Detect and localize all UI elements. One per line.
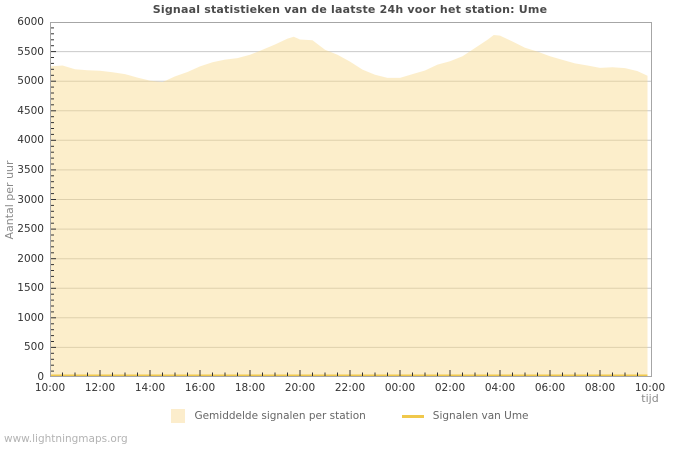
y-tick-label: 1000	[17, 311, 44, 324]
x-tick-label: 00:00	[384, 382, 416, 394]
y-axis-title: Aantal per uur	[3, 160, 16, 240]
plot-border	[50, 22, 652, 377]
legend-label-average: Gemiddelde signalen per station	[194, 410, 366, 422]
x-tick-label: 16:00	[184, 382, 216, 394]
y-tick-label: 3500	[17, 163, 44, 176]
area-series-average-signals	[50, 35, 648, 377]
x-tick-label: 10:00	[34, 382, 66, 394]
y-tick-label: 5000	[17, 75, 44, 88]
line-swatch-icon	[401, 414, 424, 418]
y-tick-label: 1500	[17, 282, 44, 295]
x-tick-label: 10:00	[634, 382, 666, 394]
watermark: www.lightningmaps.org	[4, 433, 128, 445]
x-tick-label: 22:00	[334, 382, 366, 394]
y-tick-label: 4000	[17, 134, 44, 147]
y-tick-label: 2500	[17, 223, 44, 236]
y-tick-label: 2000	[17, 252, 44, 265]
chart-title: Signaal statistieken van de laatste 24h …	[152, 3, 548, 16]
y-tick-label: 500	[23, 341, 44, 354]
legend-label-ume: Signalen van Ume	[432, 410, 529, 422]
legend: Gemiddelde signalen per station Signalen…	[0, 409, 700, 423]
x-tick-label: 08:00	[584, 382, 616, 394]
x-tick-label: 18:00	[234, 382, 266, 394]
legend-item-average: Gemiddelde signalen per station	[171, 409, 366, 423]
x-tick-label: 02:00	[434, 382, 466, 394]
x-tick-label: 14:00	[134, 382, 166, 394]
x-tick-label: 06:00	[534, 382, 566, 394]
y-tick-label: 3000	[17, 193, 44, 206]
y-tick-label: 0	[37, 371, 44, 383]
x-tick-label: 04:00	[484, 382, 516, 394]
y-tick-label: 4500	[17, 104, 44, 117]
x-tick-label: 20:00	[284, 382, 316, 394]
area-swatch-icon	[171, 409, 186, 423]
y-tick-label: 6000	[17, 16, 44, 28]
legend-item-ume: Signalen van Ume	[401, 410, 529, 422]
y-tick-label: 5500	[17, 45, 44, 58]
x-axis-title: tijd	[641, 392, 659, 405]
x-tick-label: 12:00	[84, 382, 116, 394]
plot-svg	[50, 22, 652, 377]
plot-area	[50, 22, 652, 377]
